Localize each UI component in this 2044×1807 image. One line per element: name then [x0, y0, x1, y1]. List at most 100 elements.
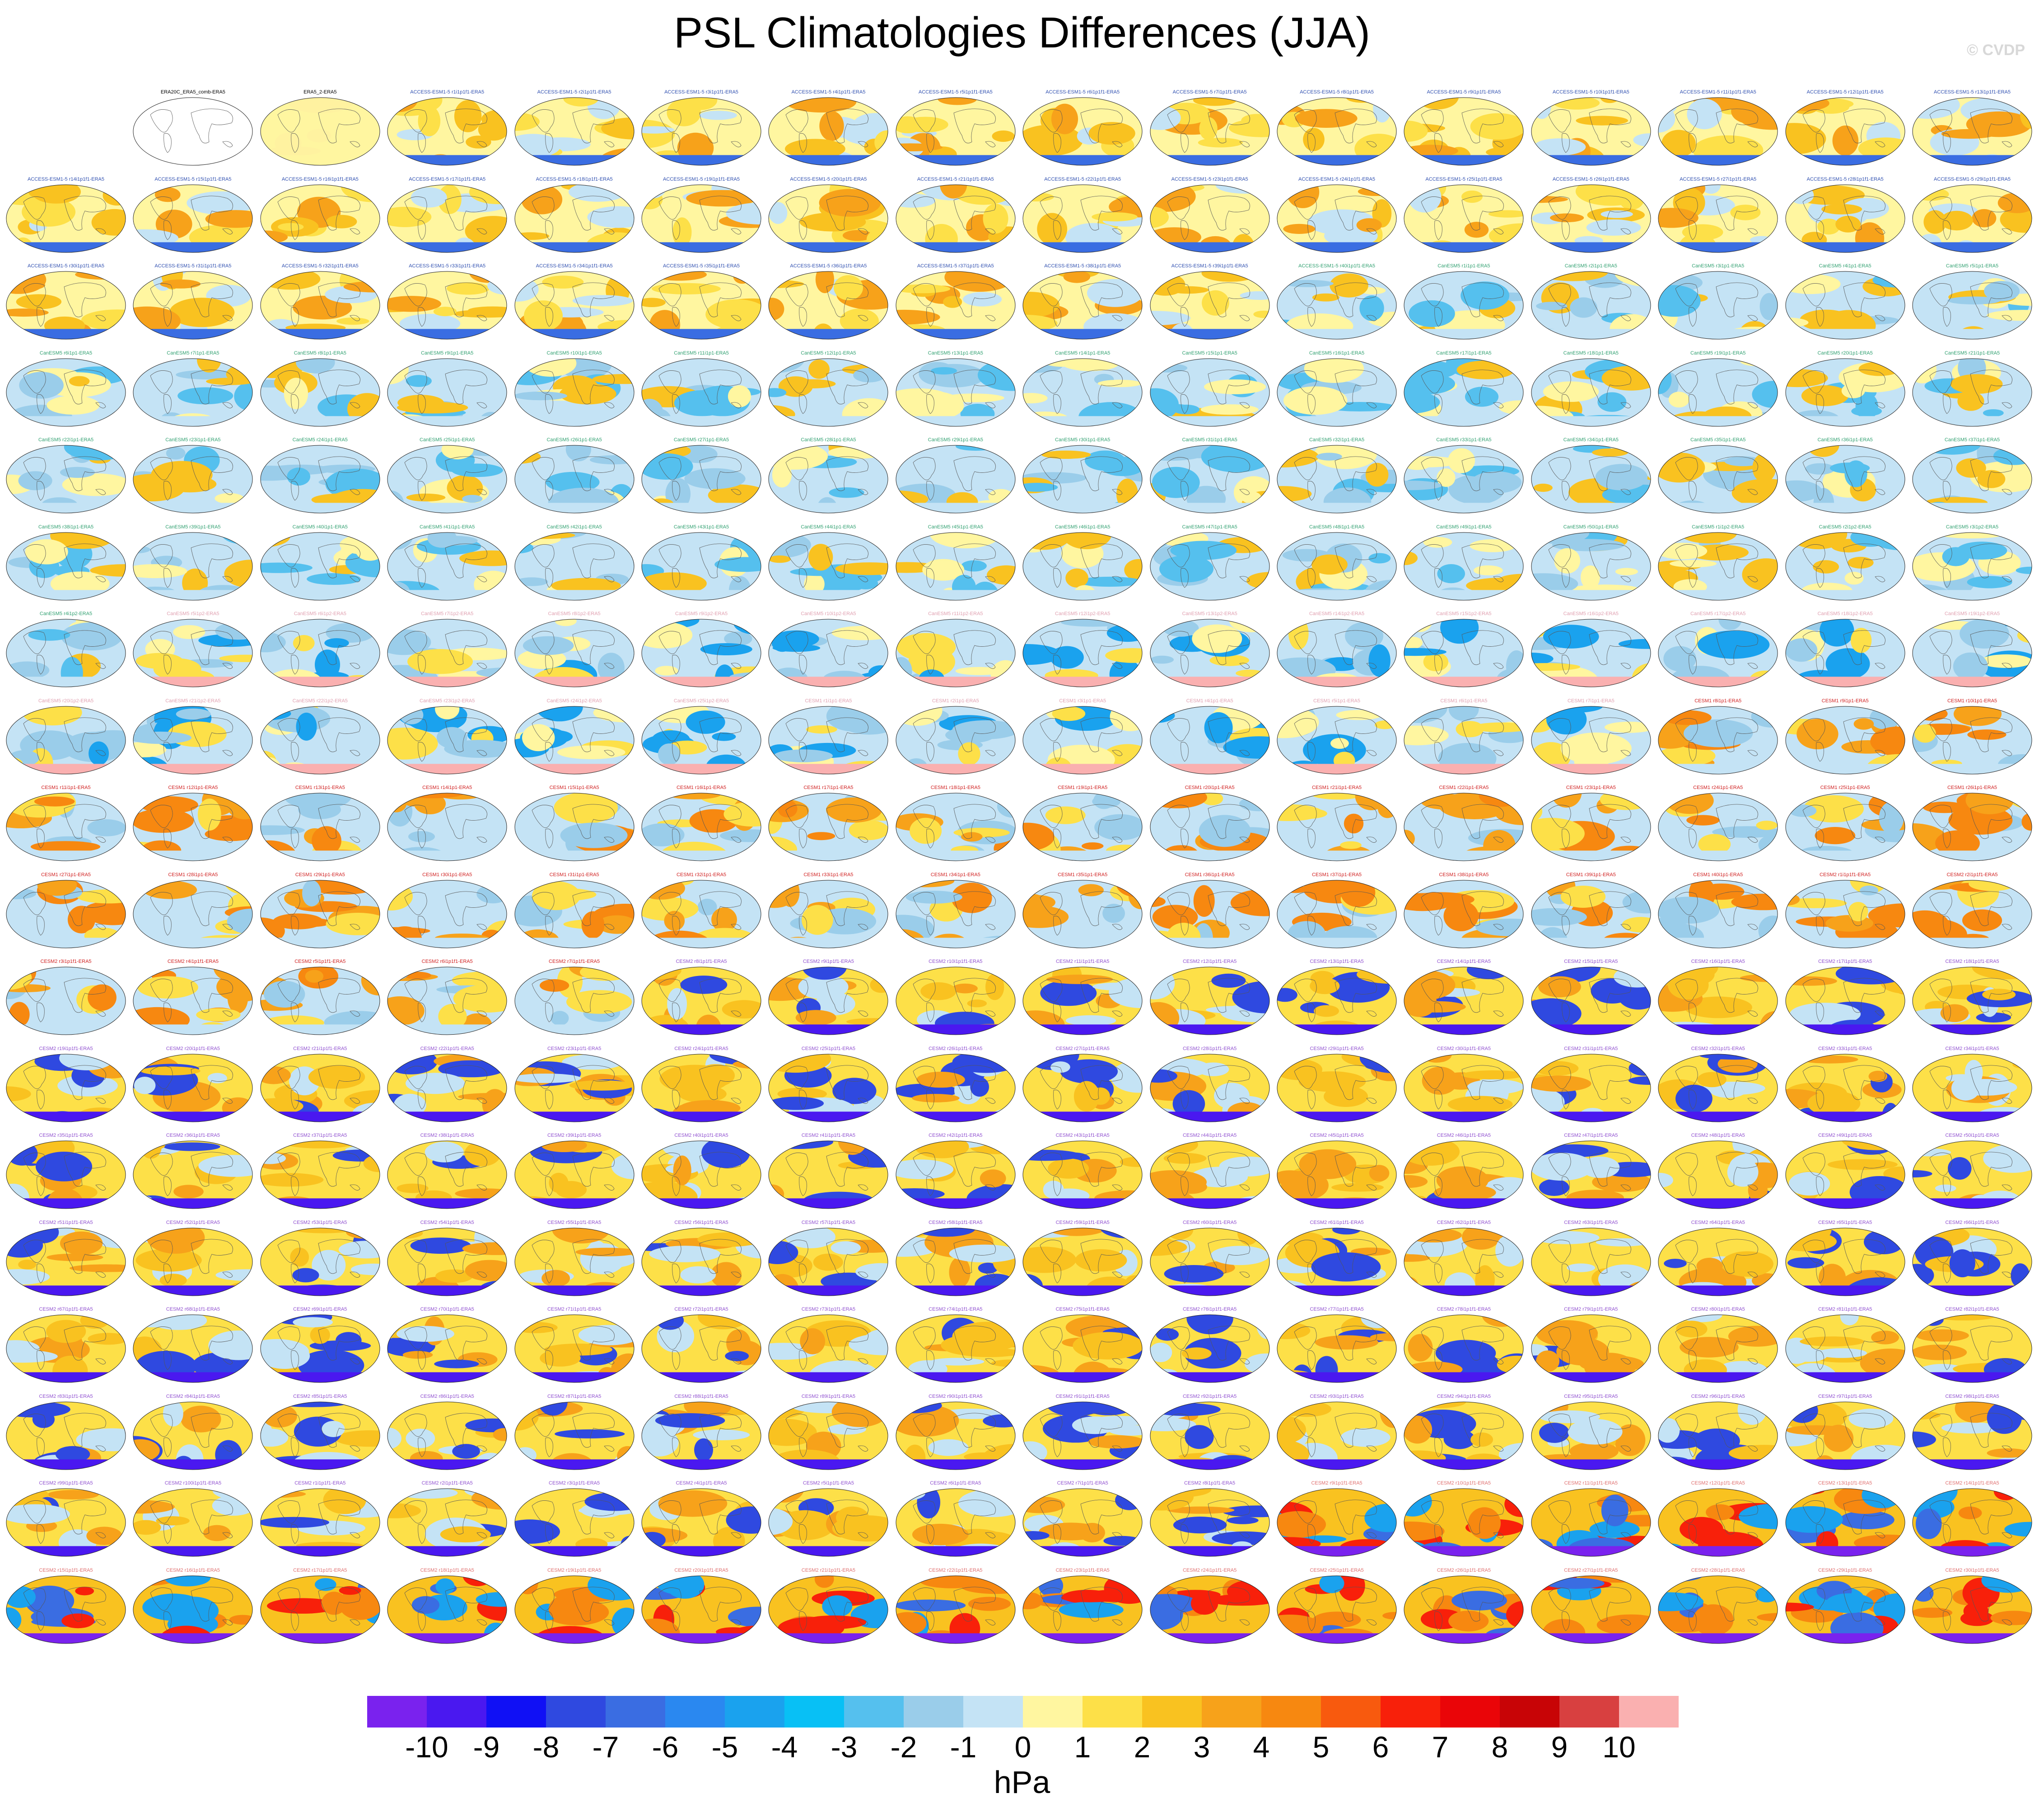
panel-map	[768, 1314, 888, 1383]
panel-title: CESM1 r27i1p1-ERA5	[41, 872, 91, 878]
panel-title: ACCESS-ESM1-5 r31i1p1f1-ERA5	[154, 263, 232, 269]
panel-map	[641, 358, 761, 426]
map-panel: CESM2 r33i1p1f1-ERA5	[1785, 1046, 1906, 1124]
panel-map	[387, 358, 507, 426]
panel-map	[1022, 1401, 1143, 1470]
panel-title: CESM2 r30i1p1f1-ERA5	[1945, 1567, 1999, 1573]
panel-map	[1277, 1488, 1397, 1557]
panel-map	[768, 1054, 888, 1122]
map-panel: CESM1 r1i1p1-ERA5	[768, 698, 889, 776]
panel-map	[1531, 271, 1651, 340]
panel-title: ACCESS-ESM1-5 r4i1p1f1-ERA5	[791, 89, 866, 95]
panel-map	[1404, 1228, 1524, 1296]
colorbar-segment	[1023, 1696, 1083, 1728]
map-panel: ACCESS-ESM1-5 r18i1p1f1-ERA5	[514, 177, 635, 254]
panel-map	[1912, 358, 2032, 426]
map-panel: CESM2 r22i1p1f1-ERA5	[387, 1046, 508, 1124]
panel-title: CESM2 r11i1p1f1-ERA5	[1055, 959, 1110, 964]
colorbar-segment	[844, 1696, 904, 1728]
map-panel: CESM1 r34i1p1-ERA5	[895, 872, 1016, 950]
panel-title: CESM2 r37i1p1f1-ERA5	[293, 1133, 347, 1138]
panel-title: CanESM5 r37i1p1-ERA5	[1944, 437, 2000, 443]
map-panel: CESM2 r12i1p1f1-ERA5	[1149, 959, 1270, 1037]
panel-map	[1150, 1401, 1270, 1470]
map-panel: CESM2 r24i1p1f1-ERA5	[641, 1046, 762, 1124]
colorbar-tick-label: 2	[1134, 1730, 1151, 1764]
panel-title: CanESM5 r33i1p1-ERA5	[1436, 437, 1492, 443]
panel-title: CESM2 r98i1p1f1-ERA5	[1945, 1393, 1999, 1399]
colorbar-tick-label: -7	[592, 1730, 619, 1764]
panel-map	[768, 358, 888, 426]
map-panel: ACCESS-ESM1-5 r10i1p1f1-ERA5	[1531, 89, 1652, 167]
map-panel: CESM2 r4i1p1f1-ERA5	[641, 1480, 762, 1558]
panel-title: ACCESS-ESM1-5 r35i1p1f1-ERA5	[663, 263, 740, 269]
panel-title: CESM2 r3i1p1f1-ERA5	[40, 959, 92, 964]
panel-title: CanESM5 r7i1p1-ERA5	[167, 350, 219, 356]
panel-title: CanESM5 r3i1p1-ERA5	[1692, 263, 1745, 269]
panel-title: CESM2 r85i1p1f1-ERA5	[293, 1393, 347, 1399]
colorbar-tick-label: 7	[1432, 1730, 1449, 1764]
map-panel: CanESM5 r11i1p2-ERA5	[895, 611, 1016, 689]
panel-map	[1022, 1228, 1143, 1296]
panel-map	[1150, 1314, 1270, 1383]
panel-map	[1531, 1575, 1651, 1644]
panel-map	[1404, 880, 1524, 948]
map-panel: ACCESS-ESM1-5 r36i1p1f1-ERA5	[768, 263, 889, 341]
panel-title: CESM2 r77i1p1f1-ERA5	[1310, 1307, 1364, 1312]
panel-map	[387, 967, 507, 1035]
map-panel: CESM2 r16i1p1f1-ERA5	[132, 1568, 253, 1645]
map-panel: CanESM5 r7i1p1-ERA5	[132, 350, 253, 428]
panel-map	[1022, 619, 1143, 687]
panel-title: CanESM5 r43i1p1-ERA5	[673, 524, 729, 530]
panel-title: CanESM5 r41i1p1-ERA5	[420, 524, 475, 530]
map-panel: CESM2 r57i1p1f1-ERA5	[768, 1220, 889, 1298]
panel-title: CESM1 r13i1p1-ERA5	[295, 785, 345, 790]
map-panel: CanESM5 r14i1p1-ERA5	[1022, 350, 1143, 428]
panel-title: CESM2 r49i1p1f1-ERA5	[1818, 1133, 1872, 1138]
map-panel: CESM2 r25i1p1f1-ERA5	[1276, 1568, 1397, 1645]
map-panel: CESM1 r3i1p1-ERA5	[1022, 698, 1143, 776]
panel-map	[1404, 358, 1524, 426]
panel-title: CESM2 r64i1p1f1-ERA5	[1691, 1219, 1745, 1225]
map-panel: CESM2 r86i1p1f1-ERA5	[387, 1394, 508, 1471]
map-panel: CESM2 r31i1p1f1-ERA5	[1531, 1046, 1652, 1124]
panel-title: CESM2 r99i1p1f1-ERA5	[39, 1480, 93, 1486]
map-panel: CESM2 r15i1p1f1-ERA5	[5, 1568, 126, 1645]
panel-map	[1658, 793, 1778, 861]
colorbar-segment	[963, 1696, 1023, 1728]
map-panel: CESM2 r74i1p1f1-ERA5	[895, 1307, 1016, 1384]
panel-map	[1022, 1054, 1143, 1122]
map-panel: CanESM5 r28i1p1-ERA5	[768, 437, 889, 515]
map-panel: ACCESS-ESM1-5 r39i1p1f1-ERA5	[1149, 263, 1270, 341]
map-panel: CanESM5 r42i1p1-ERA5	[514, 524, 635, 602]
map-panel: ACCESS-ESM1-5 r29i1p1f1-ERA5	[1912, 177, 2033, 254]
map-panel: CanESM5 r3i1p2-ERA5	[1912, 524, 2033, 602]
panel-map	[1785, 1140, 1905, 1209]
panel-title: CESM1 r7i1p1-ERA5	[1567, 698, 1615, 704]
panel-map	[1658, 358, 1778, 426]
map-panel: CESM1 r15i1p1-ERA5	[514, 785, 635, 863]
map-panel: CanESM5 r48i1p1-ERA5	[1276, 524, 1397, 602]
panel-map	[1912, 793, 2032, 861]
panel-title: ACCESS-ESM1-5 r36i1p1f1-ERA5	[790, 263, 867, 269]
panel-title: CESM1 r2i1p1-ERA5	[932, 698, 979, 704]
panel-map	[1531, 358, 1651, 426]
panel-map	[6, 271, 126, 340]
map-panel: CESM1 r9i1p1-ERA5	[1785, 698, 1906, 776]
panel-map	[641, 1228, 761, 1296]
map-panel: CESM1 r17i1p1-ERA5	[768, 785, 889, 863]
colorbar-segment	[784, 1696, 844, 1728]
map-panel: ACCESS-ESM1-5 r7i1p1f1-ERA5	[1149, 89, 1270, 167]
map-panel: CESM2 r53i1p1f1-ERA5	[260, 1220, 381, 1298]
map-panel: ACCESS-ESM1-5 r15i1p1f1-ERA5	[132, 177, 253, 254]
panel-map	[387, 97, 507, 166]
map-panel: CESM1 r37i1p1-ERA5	[1276, 872, 1397, 950]
panel-map	[1785, 619, 1905, 687]
panel-title: CESM2 r1i1p1f1-ERA5	[294, 1480, 346, 1486]
panel-map	[896, 532, 1016, 600]
panel-map	[133, 532, 253, 600]
panel-map	[1785, 967, 1905, 1035]
map-panel: CESM2 r20i1p1f1-ERA5	[641, 1568, 762, 1645]
panel-title: CanESM5 r4i1p1-ERA5	[1819, 263, 1871, 269]
map-panel: CanESM5 r23i1p1-ERA5	[132, 437, 253, 515]
